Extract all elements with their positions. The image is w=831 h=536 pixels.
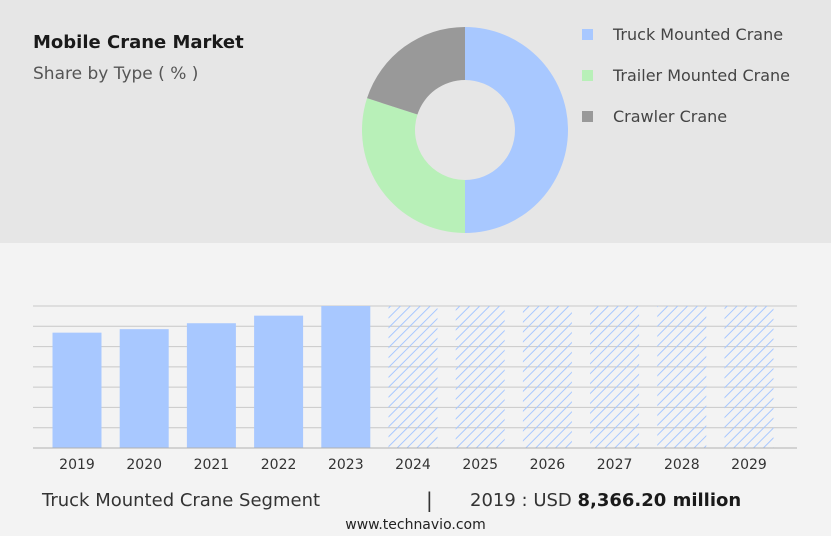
x-tick-label-2019: 2019	[59, 457, 95, 473]
legend-swatch-crawler	[582, 111, 593, 122]
chart-title: Mobile Crane Market	[33, 32, 244, 53]
legend-swatch-trailer	[582, 70, 593, 81]
bar-2022	[254, 315, 304, 448]
bar-2025	[455, 306, 505, 448]
legend-label-truck: Truck Mounted Crane	[613, 25, 784, 44]
x-tick-label-2026: 2026	[530, 457, 566, 473]
legend-item-trailer: Trailer Mounted Crane	[582, 55, 790, 96]
bar-2021	[186, 323, 236, 448]
segment-year-label: 2019 : USD	[470, 490, 578, 511]
x-tick-label-2020: 2020	[126, 457, 162, 473]
x-tick-label-2021: 2021	[194, 457, 230, 473]
chart-subtitle: Share by Type ( % )	[33, 64, 199, 84]
bar-2020	[119, 329, 169, 448]
footer-separator: |	[426, 488, 433, 512]
bar-2029	[724, 306, 774, 448]
legend-label-trailer: Trailer Mounted Crane	[613, 66, 790, 85]
x-tick-label-2022: 2022	[261, 457, 297, 473]
bar-2019	[52, 332, 102, 448]
legend-item-crawler: Crawler Crane	[582, 96, 790, 137]
segment-value-amount: 8,366.20 million	[577, 490, 742, 511]
x-tick-label-2028: 2028	[664, 457, 700, 473]
donut-slice-trailer	[362, 98, 465, 233]
site-url: www.technavio.com	[345, 517, 486, 533]
segment-value: 2019 : USD 8,366.20 million	[470, 490, 741, 511]
segment-label: Truck Mounted Crane Segment	[42, 490, 321, 511]
bar-chart: 2019 2020 2021 2022 2023 2024 2025 2026 2027 2028…	[33, 305, 797, 473]
legend-swatch-truck	[582, 29, 593, 40]
x-tick-label-2023: 2023	[328, 457, 364, 473]
x-tick-label-2027: 2027	[597, 457, 633, 473]
donut-chart	[362, 27, 568, 233]
donut-slice-truck	[465, 27, 568, 233]
legend: Truck Mounted Crane Trailer Mounted Cran…	[582, 14, 790, 137]
bar-2028	[657, 306, 707, 448]
donut-slice-crawler	[367, 27, 465, 115]
x-tick-label-2024: 2024	[395, 457, 431, 473]
bar-2026	[522, 306, 572, 448]
legend-label-crawler: Crawler Crane	[613, 107, 728, 126]
x-tick-label-2025: 2025	[462, 457, 498, 473]
bar-2023	[321, 306, 371, 448]
bar-2027	[590, 306, 640, 448]
x-tick-label-2029: 2029	[731, 457, 767, 473]
legend-item-truck: Truck Mounted Crane	[582, 14, 790, 55]
bar-2024	[388, 306, 438, 448]
